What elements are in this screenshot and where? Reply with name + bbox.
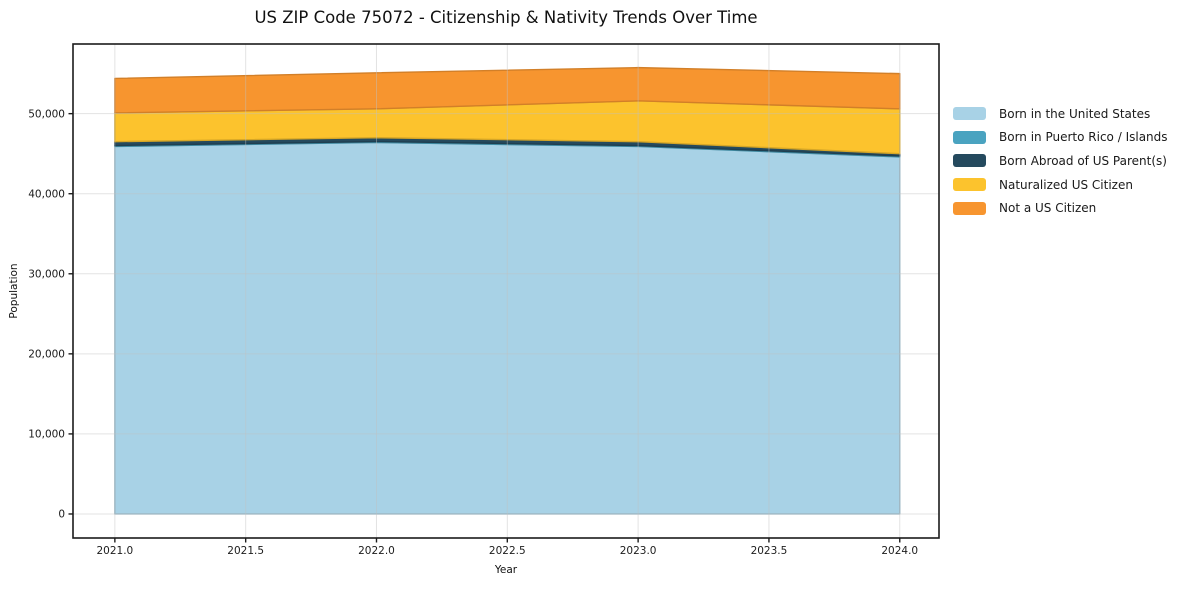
- axis-ticks: [68, 112, 901, 543]
- legend-swatch: [953, 201, 986, 215]
- y-axis-label: Population: [8, 263, 20, 319]
- x-tick-label: 2023.5: [751, 545, 788, 557]
- legend-swatch: [953, 130, 986, 144]
- legend-label: Born in Puerto Rico / Islands: [999, 130, 1168, 145]
- legend: Born in the United States Born in Puerto …: [953, 102, 1168, 220]
- legend-label: Naturalized US Citizen: [999, 177, 1133, 192]
- y-tick-label: 20,000: [28, 349, 65, 361]
- tick-labels: 2021.0 2021.5 2022.0 2022.5 2023.0 2023.5 2024…: [28, 108, 918, 557]
- chart-title: US ZIP Code 75072 - Citizenship & Nativi…: [254, 8, 758, 27]
- x-tick-label: 2022.5: [489, 545, 526, 557]
- legend-item-3: Naturalized US Citizen: [953, 173, 1168, 197]
- y-tick-label: 0: [58, 509, 65, 521]
- y-tick-label: 10,000: [28, 429, 65, 441]
- legend-swatch: [953, 107, 986, 121]
- y-tick-label: 30,000: [28, 268, 65, 280]
- area-series-4: [114, 66, 901, 114]
- legend-swatch: [953, 178, 986, 192]
- gridlines: [73, 44, 939, 538]
- legend-item-1: Born in Puerto Rico / Islands: [953, 126, 1168, 150]
- legend-label: Born Abroad of US Parent(s): [999, 153, 1167, 168]
- plot-frame: [72, 43, 940, 539]
- legend-label: Born in the United States: [999, 106, 1151, 121]
- legend-item-0: Born in the United States: [953, 102, 1168, 126]
- legend-item-4: Not a US Citizen: [953, 196, 1168, 220]
- legend-swatch: [953, 154, 986, 168]
- x-tick-label: 2022.0: [358, 545, 395, 557]
- x-tick-label: 2021.5: [227, 545, 264, 557]
- x-tick-label: 2021.0: [96, 545, 133, 557]
- x-axis-label: Year: [494, 564, 518, 576]
- legend-label: Not a US Citizen: [999, 201, 1097, 216]
- stacked-areas: [114, 66, 901, 515]
- y-tick-label: 40,000: [28, 188, 65, 200]
- x-tick-label: 2023.0: [620, 545, 657, 557]
- x-tick-label: 2024.0: [881, 545, 918, 557]
- legend-item-2: Born Abroad of US Parent(s): [953, 149, 1168, 173]
- y-tick-label: 50,000: [28, 108, 65, 120]
